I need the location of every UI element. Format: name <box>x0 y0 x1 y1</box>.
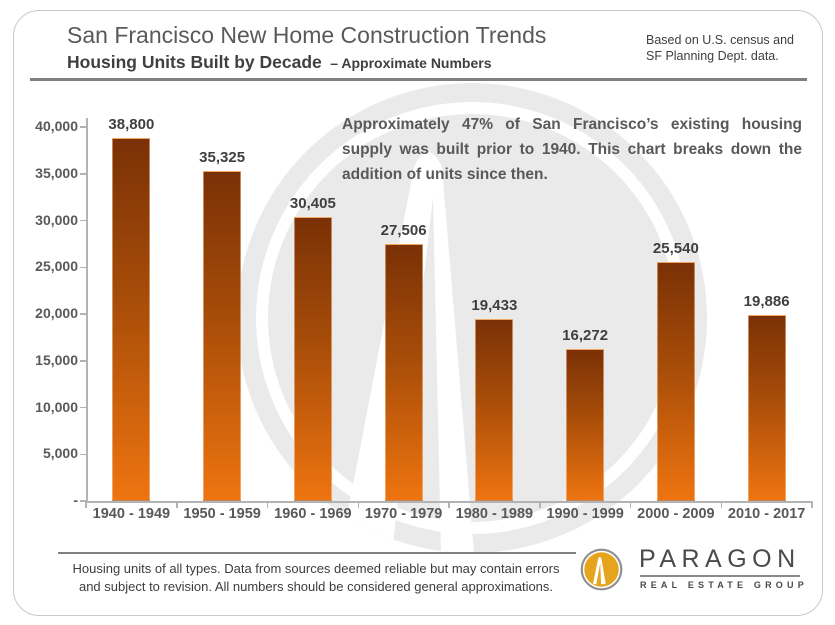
bar-value-label: 35,325 <box>199 148 246 166</box>
y-axis-tick <box>80 360 87 362</box>
source-note-line2: SF Planning Dept. data. <box>646 49 779 63</box>
x-axis-category-label: 1990 - 1999 <box>546 506 624 522</box>
bar-value-label: 19,886 <box>743 293 790 311</box>
x-axis-tick <box>357 502 359 508</box>
bar-value-label: 16,272 <box>562 326 609 344</box>
y-axis-label: 10,000 <box>35 398 78 415</box>
x-axis-category-label: 1960 - 1969 <box>274 506 352 522</box>
bar-value-label: 25,540 <box>652 240 699 258</box>
x-axis-category-label: 1970 - 1979 <box>364 506 443 522</box>
brand-name: PARAGON <box>639 545 801 573</box>
y-axis-tick <box>80 126 87 128</box>
bar-value-label: 19,433 <box>471 297 518 315</box>
paragon-logo-icon <box>580 548 623 591</box>
bar <box>203 170 242 501</box>
y-axis-tick <box>80 173 87 175</box>
y-axis-label: 35,000 <box>35 164 78 181</box>
chart-annotation: Approximately 47% of San Francisco’s exi… <box>342 116 802 183</box>
x-axis-category-label: 2010 - 2017 <box>727 506 806 522</box>
y-axis-tick <box>80 313 87 315</box>
y-axis-label: 40,000 <box>35 118 78 134</box>
source-note-line1: Based on U.S. census and <box>646 33 795 47</box>
x-axis-tick <box>539 502 541 508</box>
bar-value-label: 38,800 <box>108 116 155 134</box>
y-axis-label: - <box>73 492 78 508</box>
y-axis-label: 20,000 <box>35 305 78 321</box>
x-axis-category-label: 1940 - 1949 <box>92 506 171 522</box>
footer-divider <box>58 552 576 554</box>
y-axis-label: 15,000 <box>35 351 78 368</box>
x-axis-category-label: 1950 - 1959 <box>183 506 261 522</box>
x-axis-tick <box>176 502 178 508</box>
bar-value-label: 30,405 <box>289 194 336 212</box>
bar <box>293 216 332 501</box>
y-axis-tick <box>80 266 87 268</box>
x-axis-tick <box>629 502 632 508</box>
bar-value-label: 27,506 <box>380 221 427 239</box>
x-axis-tick <box>266 502 269 508</box>
x-axis-category-label: 2000 - 2009 <box>637 506 715 522</box>
x-axis-category-label: 1980 - 1989 <box>455 506 534 522</box>
x-axis-tick <box>85 502 87 508</box>
y-axis-line <box>86 118 88 502</box>
bar <box>566 348 605 501</box>
subtitle-main: Housing Units Built by Decade <box>67 52 322 72</box>
y-axis-label: 5,000 <box>42 445 78 462</box>
x-axis-tick <box>811 502 813 508</box>
brand-rule <box>640 575 800 577</box>
bar <box>475 319 514 501</box>
y-axis-tick <box>80 219 87 222</box>
page-title: San Francisco New Home Construction Tren… <box>67 22 547 48</box>
bar <box>747 315 786 501</box>
subtitle-suffix: – Approximate Numbers <box>330 55 492 71</box>
bar <box>112 138 151 501</box>
brand-subtitle: REAL ESTATE GROUP <box>640 580 808 590</box>
bar <box>656 262 695 501</box>
y-axis-label: 30,000 <box>35 211 78 228</box>
x-axis-tick <box>448 502 450 508</box>
x-axis-line <box>86 501 813 503</box>
disclaimer-text: Housing units of all types. Data from so… <box>55 560 577 595</box>
y-axis-tick <box>80 453 87 455</box>
page-subtitle: Housing Units Built by Decade – Approxim… <box>67 52 492 73</box>
y-axis-label: 25,000 <box>35 258 78 275</box>
data-source-note: Based on U.S. census and SF Planning Dep… <box>646 32 816 64</box>
y-axis-tick <box>80 500 87 502</box>
x-axis-tick <box>720 502 722 508</box>
header-divider <box>30 78 807 81</box>
bar <box>384 243 423 501</box>
disclaimer-line2: and subject to revision. All numbers sho… <box>78 578 554 594</box>
disclaimer-line1: Housing units of all types. Data from so… <box>72 561 560 576</box>
y-axis-tick <box>80 406 87 409</box>
paragon-brand-lockup: PARAGON REAL ESTATE GROUP <box>580 545 810 597</box>
